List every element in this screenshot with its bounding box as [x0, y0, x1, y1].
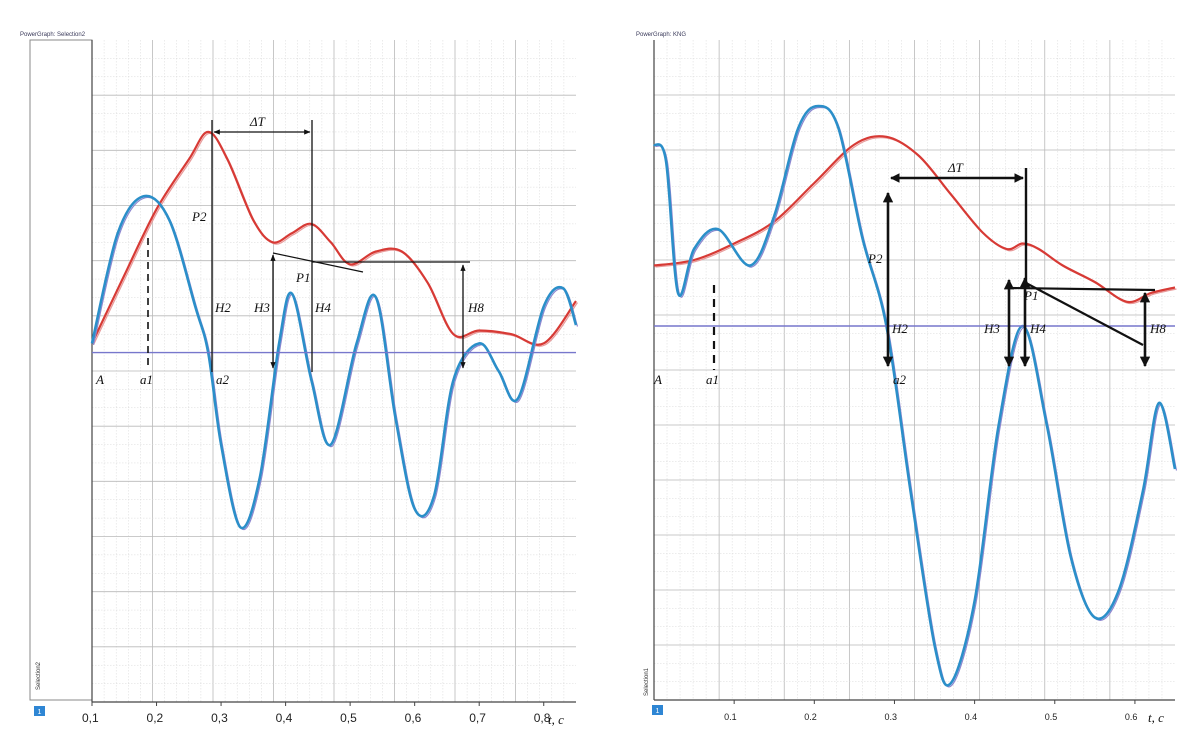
right-tick-label: 0.6	[1125, 712, 1138, 722]
left-tick-label: 0,3	[211, 711, 228, 725]
left-series-0-line	[91, 130, 577, 346]
right-label-dt: ΔT	[947, 160, 964, 175]
right-tick-label: 0.4	[965, 712, 978, 722]
left-tick-label: 0,8	[534, 711, 551, 725]
right-label-a1: a1	[706, 372, 719, 387]
right-window-title: PowerGraph: KNG	[636, 32, 686, 38]
left-label-p2: P2	[191, 209, 207, 224]
right-label-h2: H2	[891, 321, 908, 336]
left-label-h8: H8	[467, 300, 484, 315]
left-chart-panel: PowerGraph: Selection2 Selection2 0,1 0,2…	[20, 32, 579, 727]
left-tick-label: 0,7	[469, 711, 486, 725]
right-h8-top-line	[1009, 286, 1156, 292]
left-badge-text: 1	[38, 709, 42, 716]
right-x-ticks: 0.1 0.2 0.3 0.4 0.5 0.6	[724, 700, 1137, 722]
left-side-strip	[29, 39, 93, 701]
right-badge-text: 1	[656, 708, 660, 715]
right-annotations: A a1 a2 ΔT P2 P1 H2 H3 H4 H8	[653, 160, 1166, 387]
left-selection-badge[interactable]	[34, 706, 45, 716]
left-series-1-line	[90, 194, 578, 530]
right-label-a: A	[653, 372, 662, 387]
right-p1-tangent	[1025, 282, 1144, 346]
right-label-h3: H3	[983, 321, 1000, 336]
left-window-title: PowerGraph: Selection2	[20, 32, 86, 38]
right-gridlines	[654, 40, 1175, 700]
right-series-1-shadow	[655, 106, 1178, 688]
left-tick-label: 0,5	[340, 711, 357, 725]
left-x-axis-label: t, c	[548, 712, 564, 727]
left-gridlines	[92, 40, 576, 702]
right-tick-label: 0.1	[724, 712, 737, 722]
right-label-p2: P2	[867, 251, 883, 266]
left-x-ticks: 0,1 0,2 0,3 0,4 0,5 0,6 0,7 0,8	[82, 702, 551, 725]
left-annotations: A a1 a2 ΔT P2 P1 H2 H3 H4 H8	[95, 114, 484, 387]
left-series-group	[90, 130, 579, 531]
left-tick-label: 0,1	[82, 711, 99, 725]
right-selection-badge[interactable]	[652, 705, 663, 715]
left-label-a1: a1	[140, 372, 153, 387]
left-tick-label: 0,4	[276, 711, 293, 725]
left-label-h3: H3	[253, 300, 270, 315]
right-label-h4: H4	[1029, 321, 1046, 336]
right-label-p1: P1	[1023, 288, 1038, 303]
right-chart-panel: PowerGraph: KNG Selection1 0.1 0.2 0.3 0.4 0…	[636, 32, 1178, 725]
right-tick-label: 0.2	[804, 712, 817, 722]
left-side-label: Selection2	[36, 661, 42, 690]
left-tick-label: 0,6	[405, 711, 422, 725]
right-side-label: Selection1	[644, 667, 650, 696]
left-label-dt: ΔT	[249, 114, 266, 129]
right-series-0-shadow	[655, 137, 1177, 305]
right-tick-label: 0.5	[1045, 712, 1058, 722]
left-label-a: A	[95, 372, 104, 387]
right-series-1-line	[652, 104, 1177, 687]
right-x-axis-label: t, c	[1148, 710, 1164, 725]
left-tick-label: 0,2	[147, 711, 164, 725]
left-label-a2: a2	[216, 372, 230, 387]
left-label-h2: H2	[214, 300, 231, 315]
right-series-group	[652, 104, 1178, 688]
right-label-h8: H8	[1149, 321, 1166, 336]
left-label-h4: H4	[314, 300, 331, 315]
left-series-0-shadow	[92, 132, 578, 347]
left-label-p1: P1	[295, 270, 310, 285]
right-tick-label: 0.3	[884, 712, 897, 722]
right-label-a2: a2	[893, 372, 907, 387]
